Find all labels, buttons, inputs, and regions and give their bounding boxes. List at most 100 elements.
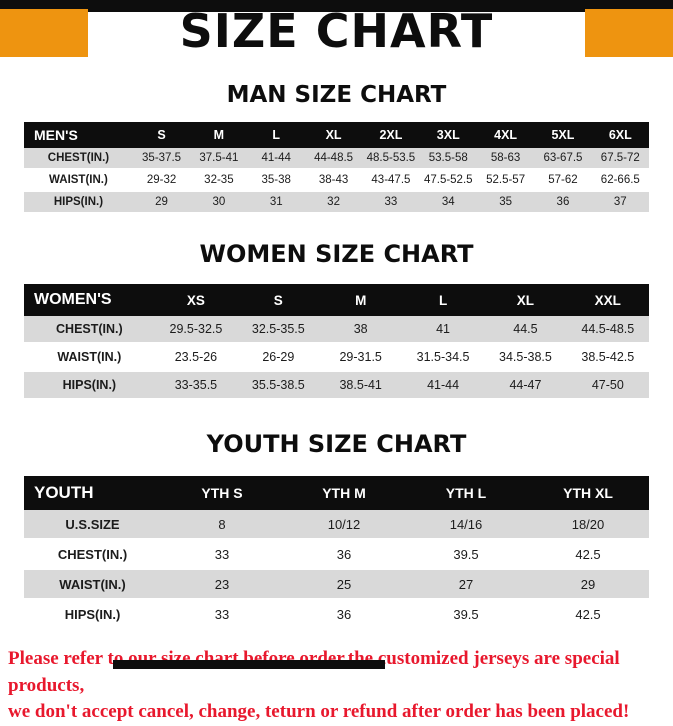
women-size-table-container: WOMEN'S XS S M L XL XXL CHEST(IN.) 29.5-32.5 32.5… xyxy=(24,284,649,400)
table-cell: 33 xyxy=(362,191,420,214)
table-row: WAIST(IN.) 23.5-26 26-29 29-31.5 31.5-34.5 34… xyxy=(24,343,649,372)
table-cell: 26-29 xyxy=(237,343,320,372)
table-row: WAIST(IN.) 29-32 32-35 35-38 38-43 43-47.5 47.… xyxy=(24,169,649,192)
column-header: 2XL xyxy=(362,122,420,148)
table-cell: 33 xyxy=(161,599,283,630)
column-header: L xyxy=(247,122,305,148)
column-header: YTH XL xyxy=(527,476,649,510)
column-header: XXL xyxy=(566,284,649,316)
table-cell: 29 xyxy=(527,569,649,600)
table-cell: 39.5 xyxy=(405,599,527,630)
table-cell: 30 xyxy=(190,191,248,214)
men-size-table-container: MEN'S S M L XL 2XL 3XL 4XL 5XL 6XL CHEST(IN.) 35-37… xyxy=(24,122,649,214)
table-cell: 14/16 xyxy=(405,510,527,540)
table-cell: 36 xyxy=(283,539,405,570)
row-label: HIPS(IN.) xyxy=(24,191,133,214)
column-header: 3XL xyxy=(419,122,477,148)
table-cell: 62-66.5 xyxy=(591,169,649,192)
table-cell: 48.5-53.5 xyxy=(362,148,420,170)
table-cell: 31.5-34.5 xyxy=(401,343,485,372)
table-cell: 42.5 xyxy=(527,599,649,630)
table-cell: 43-47.5 xyxy=(362,169,420,192)
table-cell: 27 xyxy=(405,569,527,600)
table-cell: 44.5 xyxy=(484,316,567,344)
men-size-table: MEN'S S M L XL 2XL 3XL 4XL 5XL 6XL CHEST(IN.) 35-37… xyxy=(24,122,649,214)
women-size-table: WOMEN'S XS S M L XL XXL CHEST(IN.) 29.5-32.5 32.5… xyxy=(24,284,649,400)
table-cell: 8 xyxy=(161,510,283,540)
table-row: HIPS(IN.) 29 30 31 32 33 34 35 36 37 xyxy=(24,191,649,214)
table-cell: 52.5-57 xyxy=(476,169,535,192)
row-label: CHEST(IN.) xyxy=(24,539,161,570)
table-cell: 39.5 xyxy=(405,539,527,570)
youth-size-table: YOUTH YTH S YTH M YTH L YTH XL U.S.SIZE 8 10/12… xyxy=(24,476,649,630)
table-cell: 32.5-35.5 xyxy=(237,316,320,344)
table-cell: 57-62 xyxy=(534,169,592,192)
section-heading-men: MAN SIZE CHART xyxy=(226,82,447,108)
table-cell: 35-38 xyxy=(247,169,305,192)
table-cell: 58-63 xyxy=(476,148,535,170)
table-cell: 53.5-58 xyxy=(419,148,477,170)
table-cell: 18/20 xyxy=(527,510,649,540)
corner-orange-left xyxy=(0,9,88,57)
table-cell: 31 xyxy=(247,191,305,214)
table-cell: 38.5-42.5 xyxy=(566,343,649,372)
bottom-black-bar xyxy=(113,660,385,669)
row-label: WAIST(IN.) xyxy=(24,343,155,372)
row-label: WAIST(IN.) xyxy=(24,569,161,600)
corner-orange-right xyxy=(585,9,673,57)
table-cell: 35 xyxy=(476,191,535,214)
column-header: S xyxy=(132,122,191,148)
table-row: U.S.SIZE 8 10/12 14/16 18/20 xyxy=(24,510,649,540)
row-label: CHEST(IN.) xyxy=(24,316,155,344)
footer-line-2: we don't accept cancel, change, teturn o… xyxy=(8,701,630,723)
table-cell: 35.5-38.5 xyxy=(237,371,320,400)
table-cell: 35-37.5 xyxy=(132,148,191,170)
column-header: YTH M xyxy=(283,476,405,510)
column-header: XS xyxy=(154,284,238,316)
row-label: HIPS(IN.) xyxy=(24,599,161,630)
table-cell: 47-50 xyxy=(566,371,649,400)
table-cell: 42.5 xyxy=(527,539,649,570)
table-cell: 23 xyxy=(161,569,283,600)
table-row: CHEST(IN.) 29.5-32.5 32.5-35.5 38 41 44.5 44.5… xyxy=(24,316,649,344)
footer-line-1: Please refer to our size chart before or… xyxy=(8,648,620,696)
table-row: CHEST(IN.) 33 36 39.5 42.5 xyxy=(24,539,649,570)
row-label: HIPS(IN.) xyxy=(24,371,155,400)
column-header: S xyxy=(237,284,320,316)
table-cell: 10/12 xyxy=(283,510,405,540)
youth-size-table-container: YOUTH YTH S YTH M YTH L YTH XL U.S.SIZE 8 10/12… xyxy=(24,476,649,630)
table-row: WAIST(IN.) 23 25 27 29 xyxy=(24,569,649,600)
footer-note: Please refer to our size chart before or… xyxy=(0,646,673,726)
row-label: WAIST(IN.) xyxy=(24,169,133,192)
table-cell: 44.5-48.5 xyxy=(566,316,649,344)
column-header: YTH L xyxy=(405,476,527,510)
table-cell: 29-32 xyxy=(132,169,191,192)
table-cell: 29-31.5 xyxy=(319,343,402,372)
table-cell: 29.5-32.5 xyxy=(154,316,238,344)
table-row: HIPS(IN.) 33 36 39.5 42.5 xyxy=(24,599,649,630)
table-cell: 67.5-72 xyxy=(591,148,649,170)
table-cell: 41-44 xyxy=(401,371,485,400)
column-header: XL xyxy=(484,284,567,316)
table-header-label: WOMEN'S xyxy=(24,284,155,316)
table-cell: 38-43 xyxy=(304,169,363,192)
table-cell: 37.5-41 xyxy=(190,148,248,170)
column-header: YTH S xyxy=(161,476,283,510)
table-cell: 33 xyxy=(161,539,283,570)
table-cell: 29 xyxy=(132,191,191,214)
section-heading-women: WOMEN SIZE CHART xyxy=(199,240,474,268)
table-cell: 32 xyxy=(304,191,363,214)
table-cell: 38.5-41 xyxy=(319,371,402,400)
table-header-row: MEN'S S M L XL 2XL 3XL 4XL 5XL 6XL xyxy=(24,122,649,148)
table-cell: 32-35 xyxy=(190,169,248,192)
table-cell: 23.5-26 xyxy=(154,343,238,372)
table-row: HIPS(IN.) 33-35.5 35.5-38.5 38.5-41 41-44 44-… xyxy=(24,371,649,400)
column-header: 4XL xyxy=(476,122,535,148)
column-header: M xyxy=(319,284,402,316)
header-banner: SIZE CHART xyxy=(0,0,673,66)
table-cell: 33-35.5 xyxy=(154,371,238,400)
table-cell: 37 xyxy=(591,191,649,214)
table-cell: 63-67.5 xyxy=(534,148,592,170)
section-heading-youth: YOUTH SIZE CHART xyxy=(206,430,467,458)
row-label: U.S.SIZE xyxy=(24,510,161,540)
